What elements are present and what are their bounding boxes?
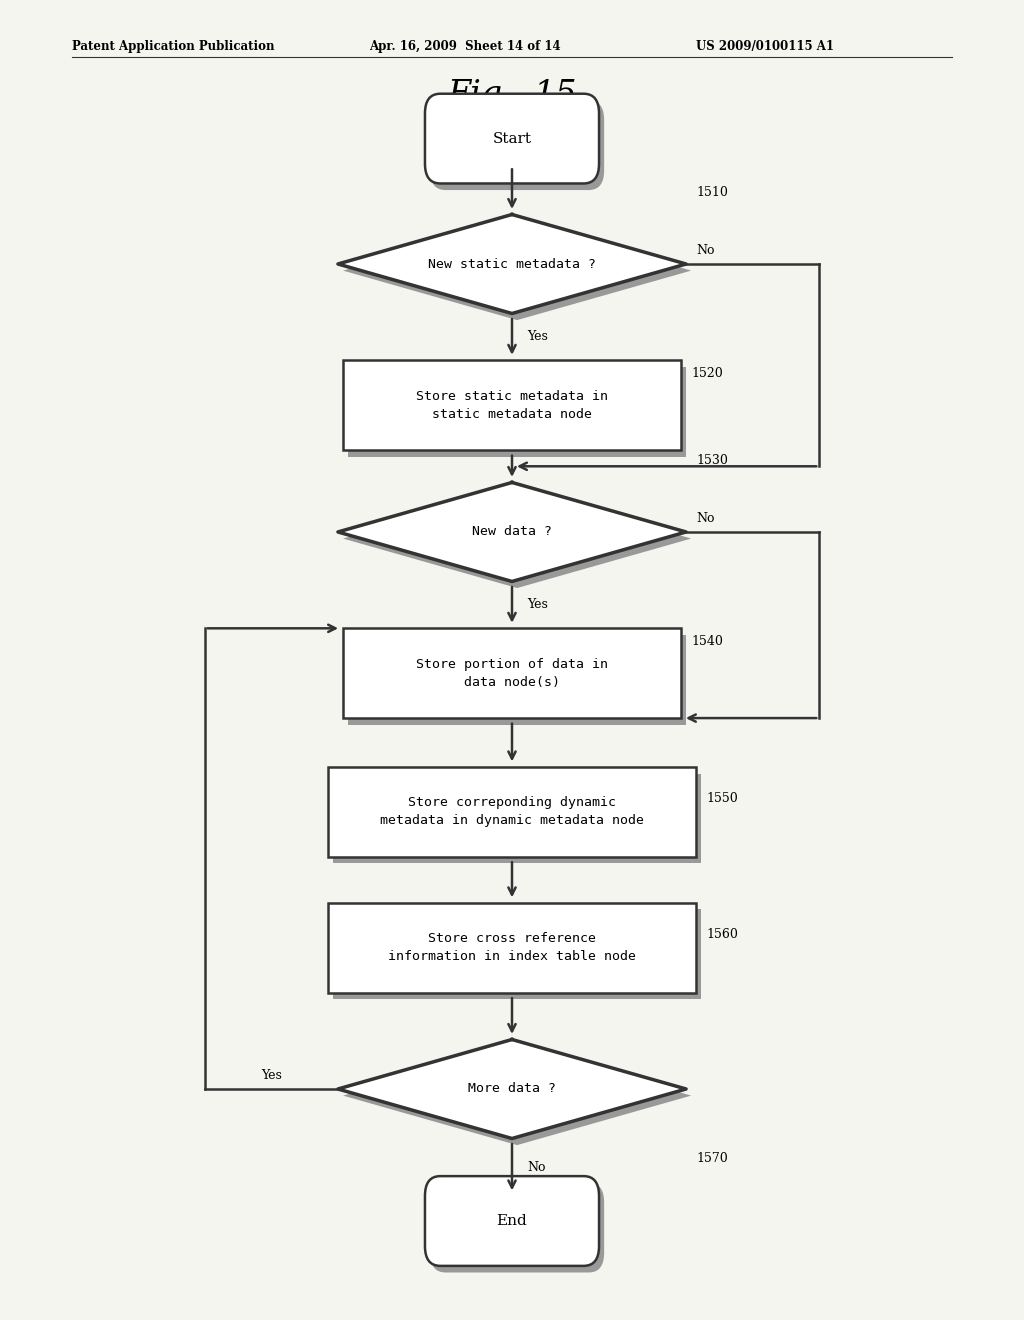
Text: More data ?: More data ?	[468, 1082, 556, 1096]
Polygon shape	[338, 1040, 686, 1138]
Bar	[348, 367, 686, 457]
Text: 1510: 1510	[696, 186, 728, 198]
Bar	[328, 767, 696, 857]
Text: 1540: 1540	[691, 635, 723, 648]
Bar	[343, 360, 681, 450]
Text: 1560: 1560	[707, 928, 738, 941]
FancyBboxPatch shape	[430, 1183, 604, 1272]
Text: US 2009/0100115 A1: US 2009/0100115 A1	[696, 40, 835, 53]
Text: Yes: Yes	[261, 1069, 282, 1082]
Text: New data ?: New data ?	[472, 525, 552, 539]
Text: 1520: 1520	[691, 367, 723, 380]
Text: New static metadata ?: New static metadata ?	[428, 257, 596, 271]
Bar	[348, 635, 686, 725]
Text: 1570: 1570	[696, 1151, 728, 1164]
Polygon shape	[343, 1045, 691, 1146]
Bar	[333, 774, 701, 863]
Bar	[328, 903, 696, 993]
Text: 1530: 1530	[696, 454, 728, 467]
Text: Store correponding dynamic
metadata in dynamic metadata node: Store correponding dynamic metadata in d…	[380, 796, 644, 828]
Bar	[333, 909, 701, 999]
Text: End: End	[497, 1214, 527, 1228]
FancyBboxPatch shape	[430, 100, 604, 190]
Text: Patent Application Publication: Patent Application Publication	[72, 40, 274, 53]
Polygon shape	[343, 220, 691, 319]
Text: Yes: Yes	[527, 598, 548, 611]
Text: No: No	[696, 512, 715, 525]
Text: Store cross reference
information in index table node: Store cross reference information in ind…	[388, 932, 636, 964]
Bar	[343, 628, 681, 718]
Text: Yes: Yes	[527, 330, 548, 343]
Text: Apr. 16, 2009  Sheet 14 of 14: Apr. 16, 2009 Sheet 14 of 14	[369, 40, 560, 53]
Text: No: No	[696, 244, 715, 257]
FancyBboxPatch shape	[425, 94, 599, 183]
Text: No: No	[527, 1160, 546, 1173]
Polygon shape	[343, 490, 691, 589]
Polygon shape	[338, 483, 686, 581]
Text: Store static metadata in
static metadata node: Store static metadata in static metadata…	[416, 389, 608, 421]
Polygon shape	[338, 214, 686, 313]
Text: Store portion of data in
data node(s): Store portion of data in data node(s)	[416, 657, 608, 689]
FancyBboxPatch shape	[425, 1176, 599, 1266]
Text: Fig.  15: Fig. 15	[447, 79, 577, 111]
Text: Start: Start	[493, 132, 531, 145]
Text: 1550: 1550	[707, 792, 738, 805]
